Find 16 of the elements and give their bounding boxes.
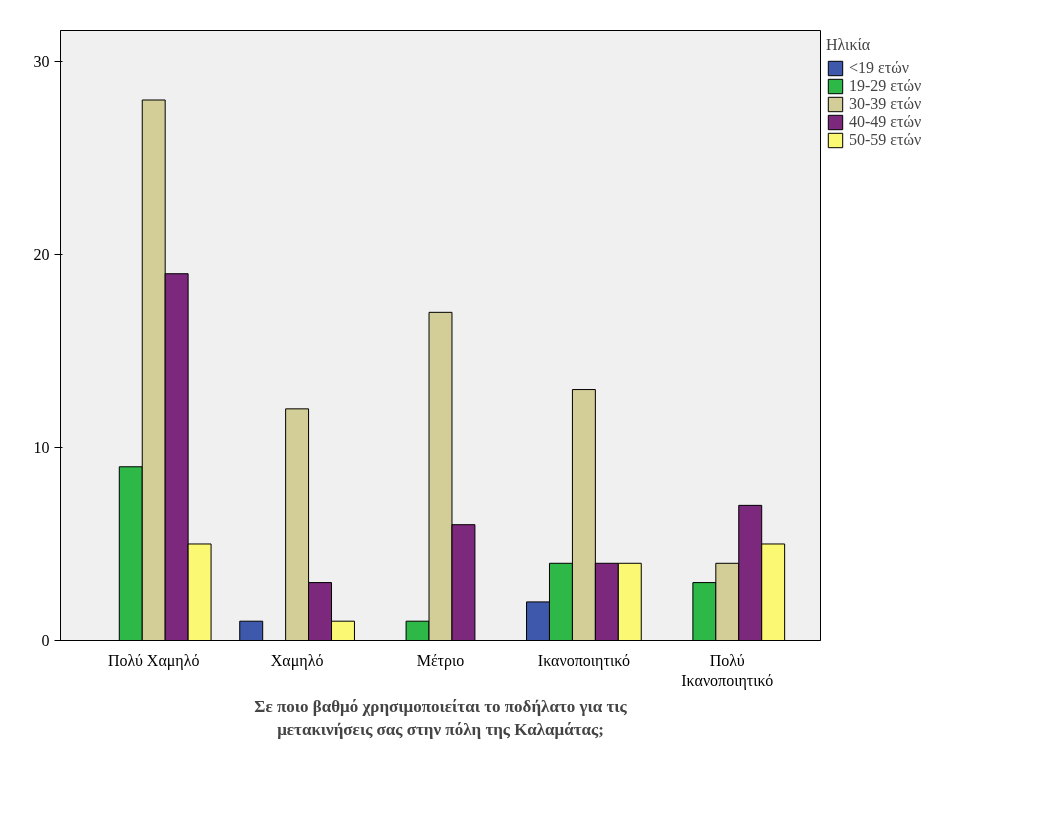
x-tick-label: Πολύ Ικανοποιητικό [681,651,774,690]
legend-title: Ηλικία [826,36,872,54]
y-tick-label: 30 [33,52,50,70]
x-tick-label: Μέτριο [416,651,465,670]
x-tick-label: Χαμηλό [270,651,324,670]
legend-label: <19 ετών [849,59,909,77]
x-axis-title: Σε ποιο βαθμό χρησιμοποιείται το ποδήλατο για τις μετακινήσεις σας στην πόλη της Καλαμάτας; [254,696,628,739]
y-tick-label: 20 [33,245,50,263]
y-tick-label: 10 [33,438,50,456]
legend-label: 40-49 ετών [849,113,922,131]
legend-label: 19-29 ετών [849,77,922,95]
legend-label: 50-59 ετών [849,131,922,149]
legend-label: 30-39 ετών [849,95,922,113]
y-tick-label: 0 [41,632,50,649]
x-tick-label: Πολύ Χαμηλό [107,651,200,670]
x-tick-label: Ικανοποιητικό [537,651,630,670]
